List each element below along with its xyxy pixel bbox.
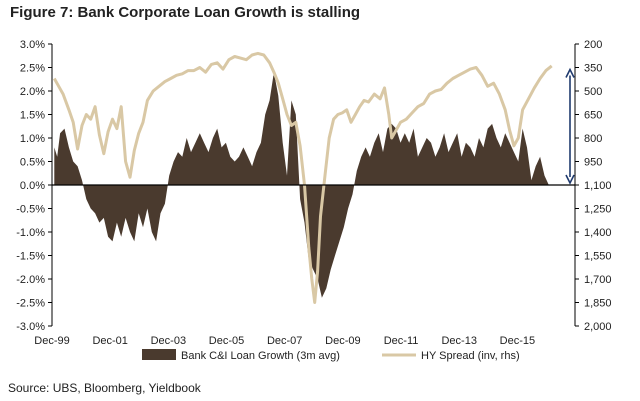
x-axis-tick-label: Dec-01: [92, 335, 127, 347]
right-axis-tick-label: 1,250: [584, 204, 612, 216]
left-axis-tick-label: -0.5%: [16, 204, 45, 216]
legend: Bank C&I Loan Growth (3m avg) HY Spread (…: [142, 349, 520, 362]
x-axis-ticks: Dec-99 Dec-01 Dec-03 Dec-05 Dec-07 Dec-09 Dec-…: [34, 335, 535, 347]
chart-title: Figure 7: Bank Corporate Loan Growth is …: [10, 4, 361, 21]
left-axis-tick-label: 2.5%: [20, 63, 45, 75]
right-axis-tick-label: 1,700: [584, 274, 612, 286]
legend-swatch-loan-growth: [142, 349, 176, 360]
right-axis-tick-label: 350: [584, 63, 602, 75]
left-axis-ticks: 3.0% 2.5% 2.0% 1.5% 1.0% 0.5% 0.0% -0.5% -1.0% -1…: [16, 39, 52, 333]
plot-area: [52, 51, 553, 304]
left-axis-tick-label: -3.0%: [16, 321, 45, 333]
right-axis-ticks: 200 350 500 650 800 950 1,100 1,250 1,400 1,550 1,…: [575, 39, 612, 333]
source-note: Source: UBS, Bloomberg, Yieldbook: [8, 381, 201, 395]
right-axis-tick-label: 800: [584, 133, 602, 145]
left-axis-tick-label: -2.5%: [16, 298, 45, 310]
x-axis-tick-label: Dec-11: [384, 335, 419, 347]
annotation: [565, 67, 575, 185]
right-axis-tick-label: 200: [584, 39, 602, 51]
left-axis-tick-label: -1.0%: [16, 227, 45, 239]
right-axis-tick-label: 500: [584, 86, 602, 98]
left-axis-tick-label: 3.0%: [20, 39, 45, 51]
left-axis-tick-label: 2.0%: [20, 86, 45, 98]
left-axis-tick-label: -1.5%: [16, 251, 45, 263]
left-axis-tick-label: 0.5%: [20, 157, 45, 169]
right-axis-tick-label: 650: [584, 110, 602, 122]
left-axis-tick-label: -2.0%: [16, 274, 45, 286]
x-axis-tick-label: Dec-05: [209, 335, 244, 347]
right-axis-tick-label: 950: [584, 157, 602, 169]
right-axis-tick-label: 1,400: [584, 227, 612, 239]
annotation-arrow-head-bottom: [565, 174, 575, 185]
x-axis-tick-label: Dec-15: [500, 335, 535, 347]
right-axis-tick-label: 1,550: [584, 251, 612, 263]
chart: 3.0% 2.5% 2.0% 1.5% 1.0% 0.5% 0.0% -0.5% -1.0% -1…: [16, 39, 612, 362]
right-axis-tick-label: 1,850: [584, 298, 612, 310]
legend-label-loan-growth: Bank C&I Loan Growth (3m avg): [181, 350, 340, 362]
x-axis-tick-label: Dec-07: [267, 335, 302, 347]
left-axis-tick-label: 0.0%: [20, 180, 45, 192]
left-axis-tick-label: 1.5%: [20, 110, 45, 122]
x-axis-tick-label: Dec-03: [151, 335, 186, 347]
x-axis-tick-label: Dec-13: [441, 335, 476, 347]
legend-label-hy-spread: HY Spread (inv, rhs): [421, 350, 520, 362]
right-axis-tick-label: 2,000: [584, 321, 612, 333]
x-axis-tick-label: Dec-99: [34, 335, 69, 347]
left-axis-tick-label: 1.0%: [20, 133, 45, 145]
x-axis-tick-label: Dec-09: [325, 335, 360, 347]
annotation-arrow-head-top: [565, 67, 575, 78]
right-axis-tick-label: 1,100: [584, 180, 612, 192]
